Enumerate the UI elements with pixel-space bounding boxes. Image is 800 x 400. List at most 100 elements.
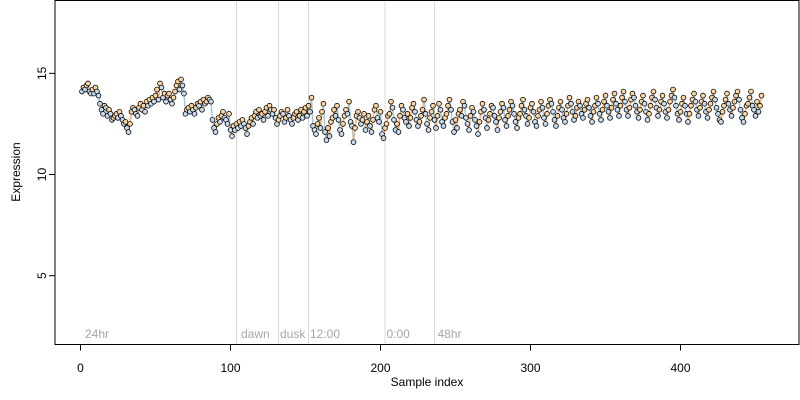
data-point bbox=[224, 121, 231, 127]
data-point bbox=[154, 86, 160, 93]
x-tick-label: 300 bbox=[520, 361, 540, 375]
data-point bbox=[412, 108, 418, 115]
data-point bbox=[542, 121, 549, 127]
data-point bbox=[244, 131, 250, 137]
data-point bbox=[710, 88, 717, 95]
data-point bbox=[533, 123, 540, 129]
data-point bbox=[199, 106, 205, 113]
data-point bbox=[524, 121, 531, 127]
data-point bbox=[659, 92, 666, 99]
data-point bbox=[383, 121, 390, 127]
data-point bbox=[599, 106, 606, 113]
data-point bbox=[650, 88, 657, 95]
x-tick-label: 200 bbox=[370, 361, 390, 375]
data-point bbox=[176, 86, 183, 93]
data-point bbox=[601, 98, 607, 105]
data-point bbox=[410, 100, 417, 107]
data-point bbox=[422, 111, 429, 117]
data-point bbox=[493, 119, 499, 125]
data-point bbox=[172, 88, 178, 95]
data-point bbox=[431, 117, 438, 123]
data-point bbox=[730, 104, 736, 111]
data-point bbox=[631, 94, 637, 101]
data-point bbox=[505, 113, 511, 119]
data-point bbox=[497, 108, 504, 115]
data-point bbox=[610, 96, 616, 103]
data-point bbox=[325, 125, 331, 131]
data-point bbox=[464, 121, 471, 127]
data-point bbox=[661, 100, 667, 107]
data-point bbox=[331, 106, 337, 113]
data-point bbox=[365, 113, 372, 119]
data-point bbox=[701, 100, 708, 107]
data-point bbox=[517, 111, 523, 117]
data-point bbox=[361, 111, 367, 117]
data-point bbox=[562, 119, 568, 125]
data-point bbox=[260, 117, 267, 123]
data-point bbox=[718, 119, 724, 125]
time-annotations: 24hr dawn dusk 12:00 0:00 48hr bbox=[85, 327, 462, 341]
data-point bbox=[685, 119, 691, 125]
data-point bbox=[566, 94, 573, 101]
data-point bbox=[755, 108, 762, 115]
data-point bbox=[332, 113, 339, 119]
data-point bbox=[350, 139, 357, 145]
data-point bbox=[446, 96, 453, 103]
data-point bbox=[526, 115, 532, 121]
data-point bbox=[655, 113, 661, 119]
data-point bbox=[748, 88, 754, 95]
data-point bbox=[625, 113, 631, 119]
data-point bbox=[397, 113, 403, 119]
data-point bbox=[178, 76, 184, 83]
data-point bbox=[500, 104, 507, 111]
data-point bbox=[416, 119, 423, 125]
data-point bbox=[380, 135, 387, 141]
data-point bbox=[152, 92, 159, 99]
series-segment bbox=[348, 101, 352, 122]
x-tick-label: 100 bbox=[220, 361, 240, 375]
data-point bbox=[676, 117, 682, 123]
data-point bbox=[736, 96, 742, 103]
data-point bbox=[559, 106, 565, 113]
data-point bbox=[425, 127, 432, 133]
data-point bbox=[535, 113, 541, 119]
data-point bbox=[355, 108, 361, 115]
data-point bbox=[421, 96, 427, 103]
vertical-marker-lines bbox=[236, 1, 435, 344]
data-point bbox=[754, 98, 760, 105]
data-point bbox=[452, 117, 459, 123]
data-point bbox=[518, 102, 525, 109]
data-point bbox=[359, 117, 366, 123]
data-point bbox=[544, 111, 550, 117]
data-point bbox=[568, 100, 574, 107]
data-point bbox=[745, 100, 751, 107]
data-point bbox=[304, 113, 310, 119]
data-point bbox=[475, 131, 481, 137]
data-point bbox=[362, 127, 369, 133]
data-point bbox=[557, 98, 564, 105]
data-point bbox=[314, 121, 321, 127]
data-points bbox=[79, 76, 765, 145]
y-tick-label: 15 bbox=[35, 66, 49, 80]
data-point bbox=[463, 115, 469, 121]
data-point bbox=[476, 119, 483, 125]
data-point bbox=[715, 111, 721, 117]
data-point bbox=[479, 100, 486, 107]
data-point bbox=[445, 102, 451, 109]
data-point bbox=[226, 111, 232, 117]
series-segment bbox=[210, 101, 214, 120]
data-point bbox=[580, 115, 586, 121]
data-point bbox=[620, 88, 627, 95]
data-point bbox=[563, 111, 570, 117]
data-point bbox=[344, 111, 351, 117]
data-point bbox=[512, 119, 519, 125]
data-point bbox=[646, 111, 652, 117]
time-annotation: 48hr bbox=[438, 327, 462, 341]
data-point bbox=[746, 94, 753, 101]
x-axis-title: Sample index bbox=[391, 375, 464, 389]
data-point bbox=[373, 102, 379, 109]
data-point bbox=[443, 111, 450, 117]
data-point bbox=[496, 115, 502, 121]
data-point bbox=[250, 121, 256, 127]
